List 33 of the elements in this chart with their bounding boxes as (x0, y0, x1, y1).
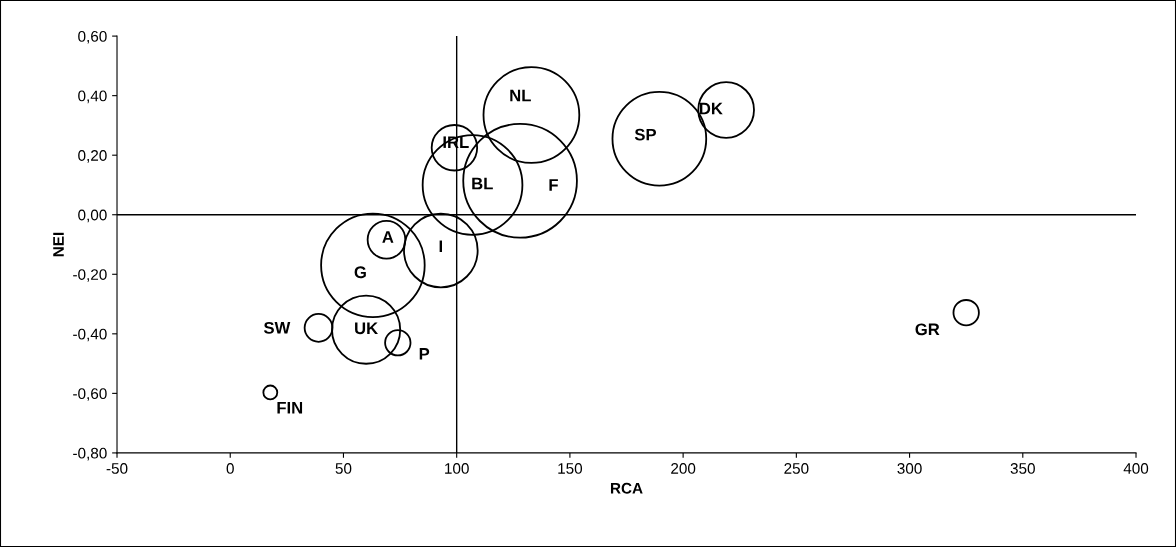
annotation: A (382, 231, 394, 243)
y-tick-label: 0,00 (78, 209, 107, 223)
annotation: DK (699, 102, 723, 115)
annotation: F (549, 179, 558, 191)
x-tick-label: 150 (558, 463, 583, 474)
x-tick-label: 100 (445, 463, 469, 474)
y-tick-label: 0,60 (78, 30, 107, 44)
x-tick-label: 250 (784, 463, 809, 474)
x-axis-title: RCA (610, 482, 643, 494)
annotation: SW (263, 321, 291, 334)
annotation: GR (915, 323, 940, 336)
annotation: BL (472, 177, 493, 190)
x-tick-label: 50 (335, 463, 352, 474)
annotation: P (419, 348, 430, 360)
annotation: G (354, 266, 366, 279)
annotation: UK (355, 322, 378, 335)
x-tick-label: 0 (226, 463, 234, 474)
y-tick-label: 0,20 (78, 150, 107, 163)
y-tick-label: -0,20 (73, 269, 107, 282)
annotation: NL (510, 89, 531, 102)
annotation: I (439, 240, 443, 252)
y-tick-label: -0,60 (73, 388, 107, 401)
x-tick-label: 400 (1123, 463, 1149, 474)
y-axis-title: NEI (53, 232, 64, 257)
y-tick-label: 0,40 (78, 90, 107, 104)
x-tick-label: 200 (671, 463, 696, 474)
x-tick-label: 300 (897, 463, 922, 474)
annotation: SP (634, 128, 657, 141)
x-tick-label: -50 (106, 463, 128, 474)
annotation: FIN (277, 401, 303, 414)
y-tick-label: -0,40 (73, 328, 107, 342)
y-tick-label: -0,80 (73, 447, 107, 461)
x-tick-label: 350 (1010, 463, 1035, 474)
